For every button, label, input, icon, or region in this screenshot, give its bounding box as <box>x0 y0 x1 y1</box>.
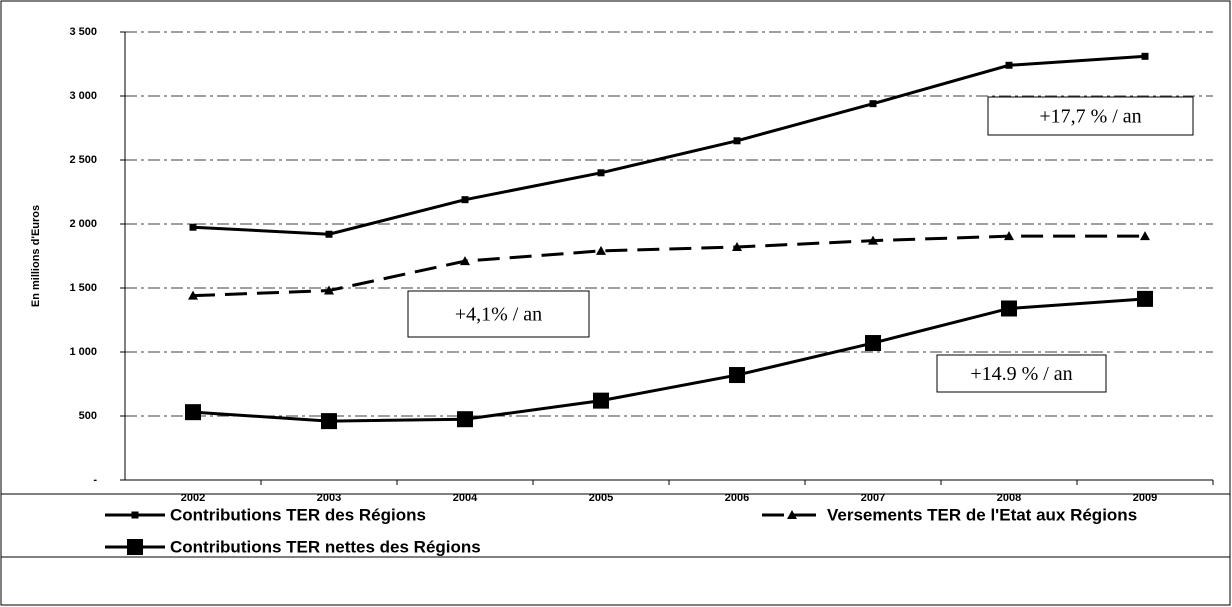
y-tick-label: 2 500 <box>69 154 97 166</box>
x-tick-label: 2008 <box>997 492 1021 504</box>
point <box>869 100 877 108</box>
x-tick-label: 2009 <box>1133 492 1157 504</box>
y-tick-label: 1 000 <box>69 346 97 358</box>
point <box>188 290 198 300</box>
x-tick-label: 2005 <box>589 492 613 504</box>
x-tick-label: 2002 <box>181 492 205 504</box>
point <box>325 230 333 238</box>
y-tick-label: 2 000 <box>69 218 97 230</box>
x-tick-label: 2006 <box>725 492 749 504</box>
y-tick-label: 3 500 <box>69 26 97 38</box>
annotation-box <box>987 96 1194 136</box>
x-tick-label: 2003 <box>317 492 341 504</box>
point <box>1141 52 1149 60</box>
point <box>1140 231 1150 241</box>
point <box>729 367 745 384</box>
annotation-box <box>936 354 1107 393</box>
point <box>321 413 337 430</box>
legend-label: Contributions TER nettes des Régions <box>170 537 481 556</box>
point <box>1001 300 1017 317</box>
annotation: +4,1% / an <box>455 304 542 326</box>
point <box>324 285 334 295</box>
legend-label: Versements TER de l'Etat aux Régions <box>827 505 1137 524</box>
point <box>787 510 797 519</box>
x-tick-label: 2004 <box>453 492 478 504</box>
series-line <box>192 54 1146 236</box>
point <box>461 196 469 204</box>
point <box>596 245 606 255</box>
point <box>131 511 139 519</box>
annotation: +17,7 % / an <box>1039 106 1141 128</box>
annotation: +14.9 % / an <box>970 363 1072 385</box>
point <box>1004 231 1014 241</box>
point <box>460 256 470 266</box>
point <box>733 137 741 145</box>
x-tick-label: 2007 <box>861 492 885 504</box>
y-tick-label: 500 <box>79 410 97 422</box>
point <box>189 223 197 231</box>
y-tick-label: 1 500 <box>69 282 97 294</box>
point <box>185 404 201 421</box>
point <box>457 411 473 428</box>
y-tick-label: 3 000 <box>69 90 97 102</box>
point <box>868 235 878 245</box>
point <box>732 242 742 252</box>
point <box>1005 61 1013 69</box>
point <box>593 392 609 409</box>
point <box>1137 290 1153 307</box>
y-axis-label: En millions d'Euros <box>30 205 42 307</box>
series-line <box>192 297 1146 423</box>
annotation-box <box>407 290 590 338</box>
point <box>597 169 605 177</box>
point <box>127 539 143 555</box>
y-tick-label: - <box>93 474 97 486</box>
point <box>865 335 881 352</box>
legend-label: Contributions TER des Régions <box>170 505 426 524</box>
